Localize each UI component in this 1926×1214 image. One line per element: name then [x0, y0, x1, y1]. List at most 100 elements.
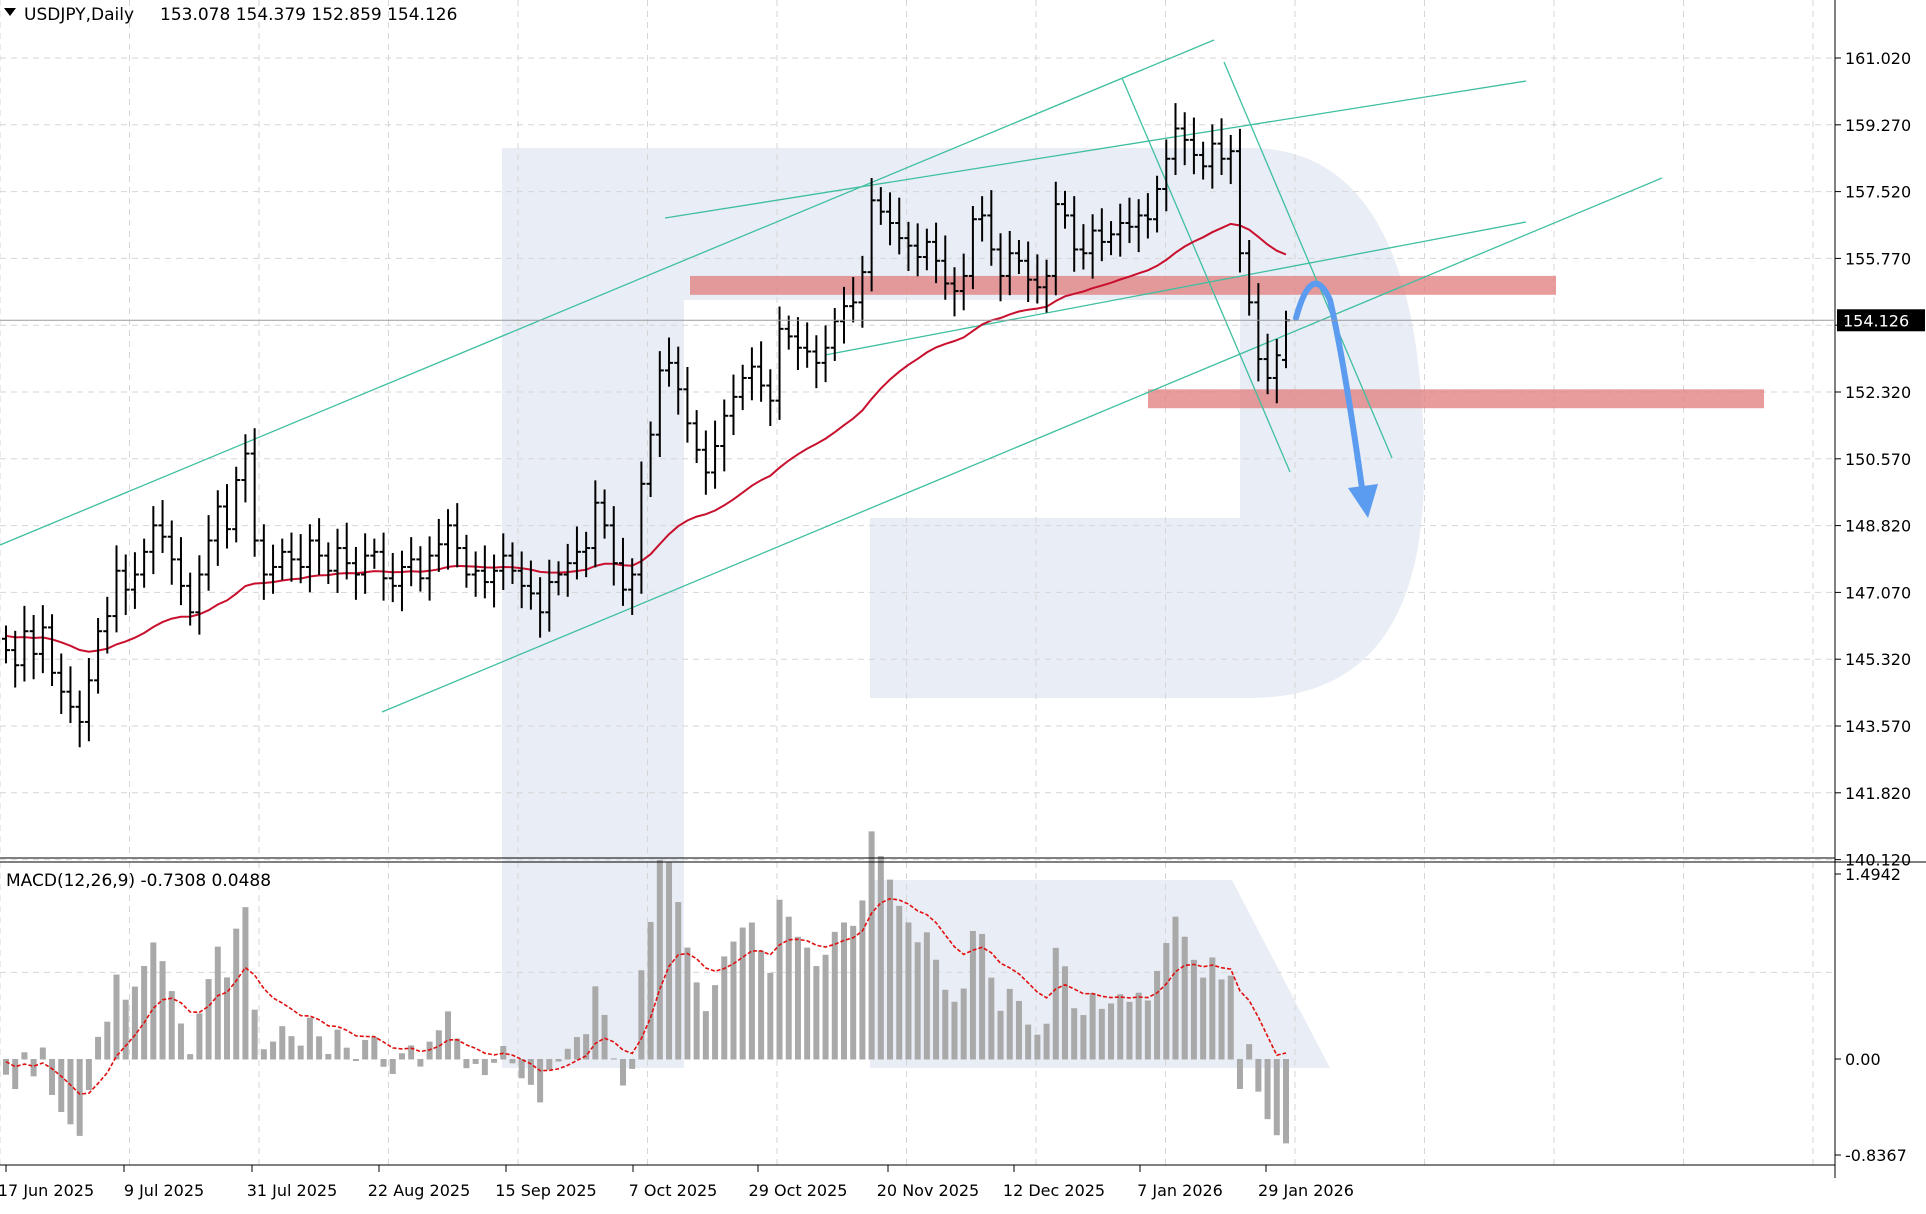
ohlc-bar [130, 552, 139, 609]
macd-histogram-bar [1089, 992, 1096, 1060]
macd-histogram-bar [583, 1034, 590, 1060]
ohlc-bar [94, 617, 103, 694]
ohlc-bar [1180, 112, 1189, 166]
ohlc-bar [305, 524, 314, 593]
triangle-down-icon[interactable] [4, 8, 16, 16]
ohlc-bar [821, 325, 830, 383]
macd-histogram-bar [638, 970, 645, 1060]
macd-histogram-bar [1154, 970, 1161, 1060]
time-tick-label: 17 Jun 2025 [0, 1181, 94, 1200]
macd-histogram-bar [1006, 988, 1013, 1060]
macd-tick-label: -0.8367 [1845, 1146, 1907, 1165]
macd-histogram-bar [1172, 916, 1179, 1060]
macd-histogram-bar [177, 1023, 184, 1060]
ohlc-bar [2, 625, 10, 664]
macd-histogram-bar [914, 942, 921, 1060]
ohlc-bar [1143, 193, 1152, 239]
macd-histogram-bar [969, 930, 976, 1060]
macd-histogram-bar [785, 916, 792, 1060]
macd-histogram-bar [518, 1059, 525, 1079]
macd-histogram-bar [233, 928, 240, 1060]
macd-histogram-bar [610, 1058, 617, 1060]
ohlc-bar [1079, 224, 1088, 270]
macd-histogram-bar [150, 942, 157, 1060]
macd-histogram-bar [619, 1059, 626, 1086]
ohlc-bar [849, 277, 858, 323]
support-zone [1148, 389, 1764, 409]
ohlc-bar [545, 559, 554, 632]
macd-histogram-bar [1144, 1000, 1151, 1060]
macd-histogram-bar [822, 954, 829, 1060]
time-tick-label: 22 Aug 2025 [368, 1181, 471, 1200]
ohlc-bar [1033, 254, 1042, 304]
macd-histogram-bar [104, 1021, 111, 1060]
time-tick-label: 29 Jan 2026 [1258, 1181, 1354, 1200]
macd-histogram-bar [896, 905, 903, 1060]
ohlc-bar [996, 233, 1005, 302]
ohlc-bar [121, 554, 130, 615]
ohlc-bar [140, 538, 149, 588]
macd-histogram-bar [859, 900, 866, 1060]
grid-lines [0, 0, 1835, 1165]
ohlc-bar [1134, 199, 1143, 253]
macd-histogram-bar [988, 977, 995, 1060]
price-tick-label: 157.520 [1845, 183, 1911, 202]
ohlc-bar [223, 484, 232, 549]
ohlc-bar [932, 222, 941, 284]
macd-histogram-bar [1264, 1059, 1271, 1120]
time-tick-label: 7 Oct 2025 [629, 1181, 718, 1200]
ohlc-bar [1005, 230, 1014, 296]
ohlc-bar [84, 658, 93, 742]
macd-histogram-bar [712, 985, 719, 1060]
ohlc-bar [1226, 134, 1235, 185]
ohlc-bar [370, 538, 379, 569]
macd-histogram-bar [840, 922, 847, 1060]
macd-histogram-bar [445, 1011, 452, 1060]
macd-histogram-bar [224, 977, 231, 1060]
macd-histogram-bar [260, 1049, 267, 1060]
ohlc-bar [1125, 197, 1134, 244]
forecast-arrow [1293, 280, 1378, 518]
ohlc-bar [232, 466, 241, 543]
forecast-arrow-path [1293, 280, 1365, 491]
time-tick-label: 20 Nov 2025 [877, 1181, 979, 1200]
price-tick-label: 143.570 [1845, 717, 1911, 736]
ohlc-bar [57, 653, 66, 714]
macd-histogram-bar [3, 1059, 9, 1075]
macd-histogram-bar [1255, 1059, 1262, 1092]
macd-histogram-bar [472, 1059, 479, 1064]
macd-histogram-bar [491, 1059, 498, 1063]
ohlc-bar [66, 666, 75, 724]
macd-histogram-bar [850, 925, 857, 1060]
ohlc-bar [1051, 181, 1060, 296]
ohlc-bar [830, 308, 839, 361]
ohlc-bar [812, 335, 821, 389]
macd-histogram-bar [1034, 1034, 1041, 1060]
time-tick-label: 31 Jul 2025 [247, 1181, 338, 1200]
macd-histogram-bar [997, 1010, 1004, 1060]
macd-histogram-bar [868, 831, 875, 1060]
price-tick-label: 150.570 [1845, 450, 1911, 469]
channel-line [0, 39, 1215, 546]
macd-histogram-bar [693, 982, 700, 1060]
macd-histogram-bar [1080, 1015, 1087, 1060]
ohlc-bar [425, 536, 434, 601]
ohlc-bar [1235, 128, 1244, 273]
ohlc-bar [11, 630, 20, 688]
macd-histogram-bar [1135, 992, 1142, 1060]
ohlc-bar [1042, 259, 1051, 313]
macd-histogram-bar [380, 1059, 387, 1067]
macd-histogram-bar [408, 1045, 415, 1060]
macd-histogram-bar [168, 991, 175, 1060]
time-tick-label: 29 Oct 2025 [749, 1181, 848, 1200]
macd-histogram-bar [527, 1059, 534, 1085]
chart-header-symbol: USDJPY,Daily [24, 5, 134, 25]
ohlc-bar [1116, 203, 1125, 257]
macd-histogram-bar [435, 1030, 442, 1060]
price-tick-label: 140.120 [1845, 851, 1911, 870]
current-price-box [1837, 309, 1925, 332]
ohlc-bar [471, 551, 480, 597]
ohlc-bar [241, 434, 250, 503]
ohlc-bar [407, 537, 416, 587]
macd-histogram-bar [21, 1052, 28, 1060]
